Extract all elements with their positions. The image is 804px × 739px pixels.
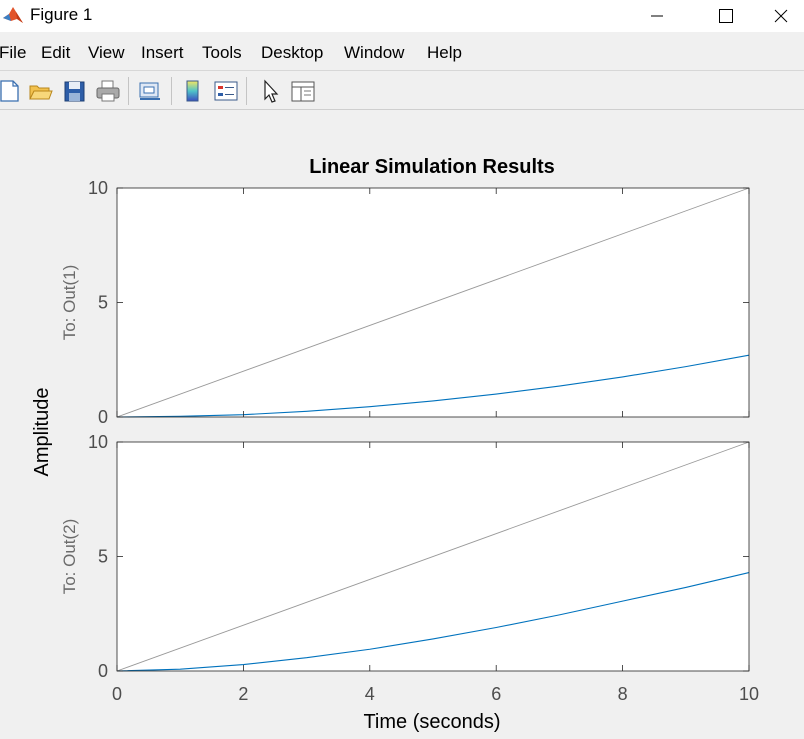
y-tick-label: 10 bbox=[88, 432, 108, 452]
print-button[interactable] bbox=[94, 77, 122, 105]
input-signal-line bbox=[116, 187, 750, 418]
property-editor-icon bbox=[291, 81, 315, 102]
open-file-button[interactable] bbox=[27, 77, 55, 105]
y-tick-label: 10 bbox=[88, 178, 108, 198]
menu-file[interactable]: File bbox=[0, 43, 27, 62]
chart: Linear Simulation Results Amplitude Time… bbox=[31, 156, 759, 733]
link-plot-icon bbox=[139, 82, 160, 100]
menu-bar: File Edit View Insert Tools Desktop Wind… bbox=[0, 40, 804, 66]
matlab-logo-icon bbox=[3, 7, 23, 23]
y-axis-label: Amplitude bbox=[31, 388, 53, 477]
menu-help[interactable]: Help bbox=[427, 43, 462, 62]
pointer-button[interactable] bbox=[256, 77, 284, 105]
title-bar: Figure 1 bbox=[0, 0, 804, 32]
close-button[interactable] bbox=[758, 0, 804, 32]
new-figure-icon bbox=[0, 80, 19, 102]
response-line bbox=[116, 571, 750, 672]
colorbar-button[interactable] bbox=[179, 77, 207, 105]
open-file-icon bbox=[29, 85, 53, 100]
y-tick-label: 0 bbox=[98, 661, 108, 681]
x-tick-label: 4 bbox=[365, 684, 375, 704]
x-tick-label: 10 bbox=[739, 684, 759, 704]
toolbar-separator bbox=[128, 77, 129, 105]
save-button[interactable] bbox=[61, 77, 89, 105]
print-icon bbox=[96, 80, 120, 102]
subplot-y-label: To: Out(1) bbox=[60, 265, 79, 341]
menu-tools[interactable]: Tools bbox=[202, 43, 242, 62]
close-icon bbox=[774, 9, 788, 23]
response-line bbox=[116, 354, 750, 418]
new-figure-button[interactable] bbox=[0, 77, 24, 105]
maximize-button[interactable] bbox=[703, 0, 749, 32]
y-tick-label: 0 bbox=[98, 407, 108, 427]
minimize-icon bbox=[651, 15, 663, 17]
y-tick-label: 5 bbox=[98, 293, 108, 313]
toolbar bbox=[0, 70, 804, 110]
x-axis-label: Time (seconds) bbox=[363, 711, 500, 733]
save-icon bbox=[64, 81, 85, 102]
legend-icon bbox=[214, 81, 238, 101]
menu-desktop[interactable]: Desktop bbox=[261, 43, 324, 62]
x-tick-label: 8 bbox=[618, 684, 628, 704]
menu-view[interactable]: View bbox=[88, 43, 125, 62]
property-editor-button[interactable] bbox=[289, 77, 317, 105]
y-tick-label: 5 bbox=[98, 547, 108, 567]
input-signal-line bbox=[116, 441, 750, 672]
link-plot-button[interactable] bbox=[136, 77, 164, 105]
legend-button[interactable] bbox=[212, 77, 240, 105]
subplot-y-label: To: Out(2) bbox=[60, 519, 79, 595]
window-title: Figure 1 bbox=[30, 5, 93, 24]
maximize-icon bbox=[719, 9, 733, 23]
toolbar-separator bbox=[171, 77, 172, 105]
menu-edit[interactable]: Edit bbox=[41, 43, 71, 62]
colorbar-icon bbox=[186, 80, 199, 102]
pointer-icon bbox=[264, 79, 279, 103]
menu-window[interactable]: Window bbox=[344, 43, 405, 62]
chart-title: Linear Simulation Results bbox=[309, 156, 555, 178]
menu-insert[interactable]: Insert bbox=[141, 43, 184, 62]
minimize-button[interactable] bbox=[634, 0, 680, 32]
x-tick-label: 2 bbox=[238, 684, 248, 704]
toolbar-separator bbox=[246, 77, 247, 105]
x-tick-label: 6 bbox=[491, 684, 501, 704]
x-tick-label: 0 bbox=[112, 684, 122, 704]
